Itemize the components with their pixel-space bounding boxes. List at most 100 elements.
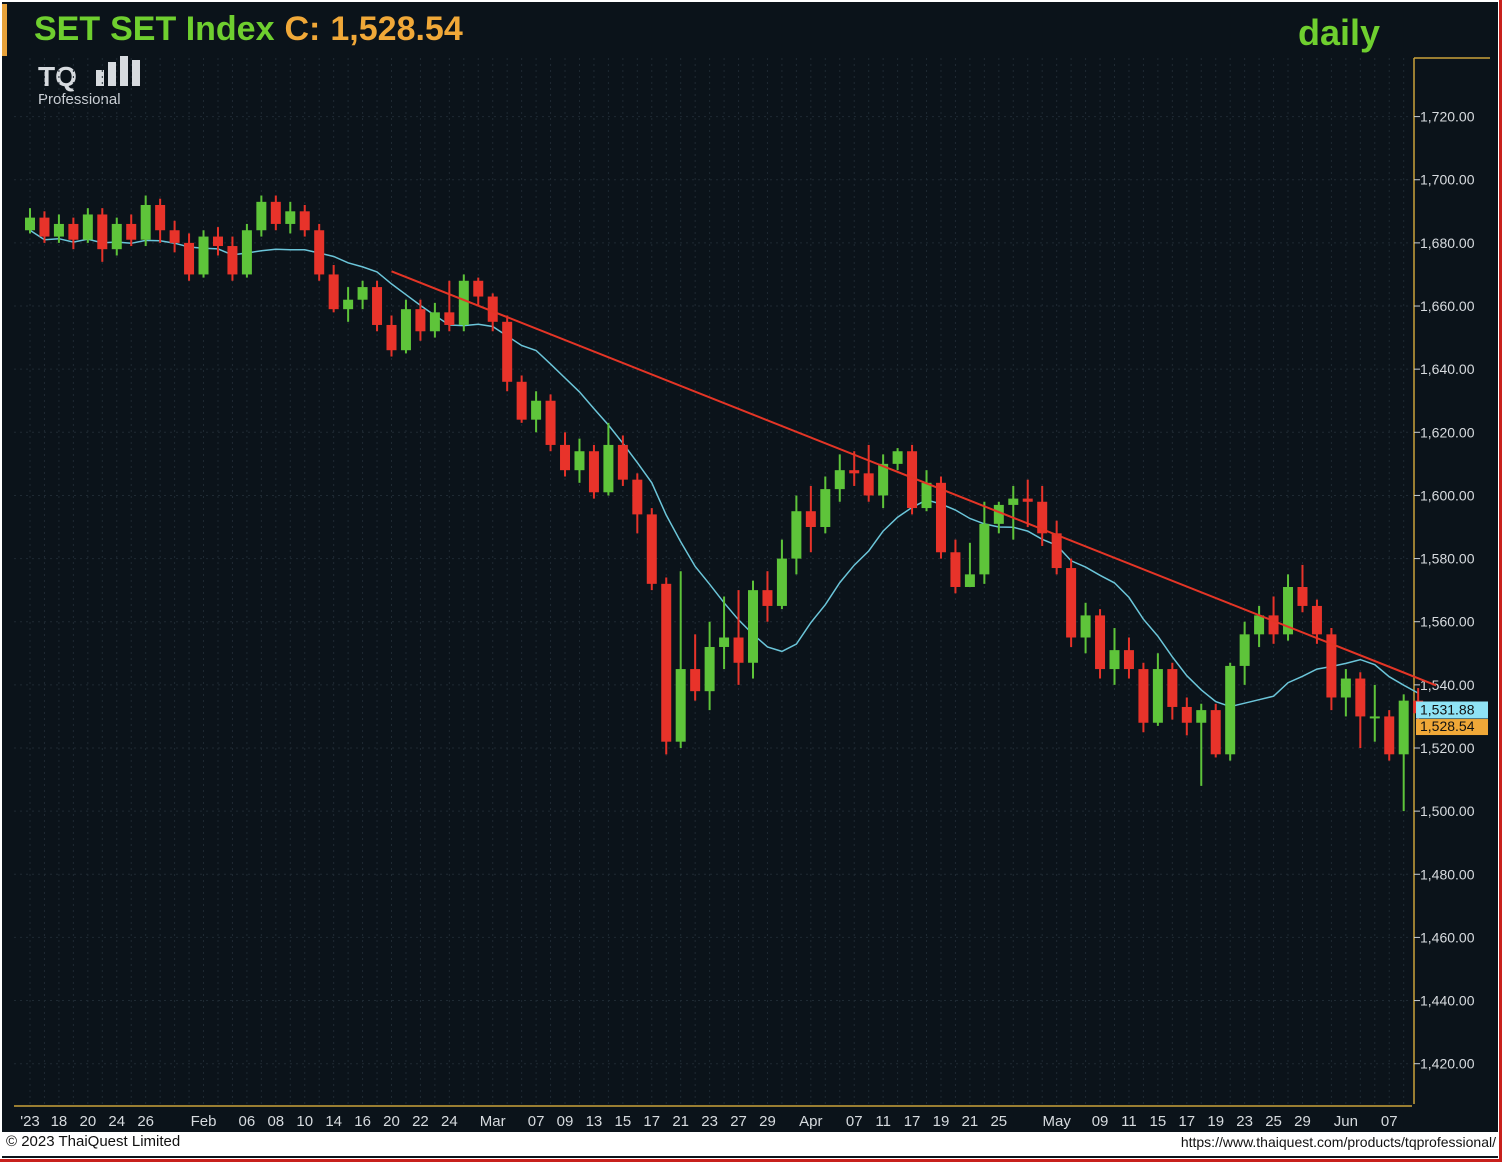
candle-body xyxy=(39,217,50,237)
x-tick-label: 15 xyxy=(615,1113,632,1130)
candle-body xyxy=(892,451,903,464)
candle-body xyxy=(935,482,946,553)
logo-bar xyxy=(120,56,128,86)
candle-body xyxy=(126,223,137,240)
candle-body xyxy=(184,242,195,275)
candle-body xyxy=(400,309,411,351)
candle-body xyxy=(53,223,64,237)
x-tick-label: Jun xyxy=(1334,1113,1358,1130)
candle-body xyxy=(357,287,368,300)
candle-body xyxy=(82,214,93,240)
last-close-tag xyxy=(1416,719,1488,736)
candle-body xyxy=(690,669,701,692)
x-tick-label: 08 xyxy=(267,1113,284,1130)
logo-bar xyxy=(108,62,116,86)
candle-body xyxy=(574,451,585,471)
candle-body xyxy=(68,223,79,240)
x-tick-label: 23 xyxy=(1236,1113,1253,1130)
x-tick-label: 29 xyxy=(759,1113,776,1130)
candle-body xyxy=(299,211,310,231)
candle-body xyxy=(314,230,325,275)
x-tick-label: 18 xyxy=(51,1113,68,1130)
y-tick-label: 1,620.00 xyxy=(1420,424,1475,440)
x-tick-label: '23 xyxy=(20,1113,40,1130)
candle-body xyxy=(343,299,354,310)
x-tick-label: 09 xyxy=(1092,1113,1109,1130)
y-tick-label: 1,480.00 xyxy=(1420,866,1475,882)
candle-body xyxy=(1311,605,1322,635)
candle-body xyxy=(921,482,932,509)
ma-value-tag xyxy=(1416,701,1488,719)
x-tick-label: 21 xyxy=(672,1113,689,1130)
x-tick-label: 13 xyxy=(586,1113,603,1130)
x-tick-label: 24 xyxy=(108,1113,125,1130)
candle-body xyxy=(25,217,35,231)
x-tick-label: Apr xyxy=(799,1113,822,1130)
x-tick-label: 21 xyxy=(962,1113,979,1130)
candle-body xyxy=(1326,634,1337,698)
candle-body xyxy=(285,211,296,224)
candle-body xyxy=(1210,710,1221,755)
candle-body xyxy=(675,669,686,742)
candle-body xyxy=(256,201,267,231)
footer-url[interactable]: https://www.thaiquest.com/products/tqpro… xyxy=(1180,1134,1496,1150)
candle-body xyxy=(993,504,1004,524)
candle-body xyxy=(820,489,831,528)
candle-body xyxy=(386,324,397,351)
candle-body xyxy=(155,204,166,231)
y-tick-label: 1,600.00 xyxy=(1420,487,1475,503)
candle-body xyxy=(429,312,440,332)
candle-body xyxy=(1225,665,1236,755)
y-tick-label: 1,640.00 xyxy=(1420,361,1475,377)
candle-body xyxy=(950,552,961,587)
close-value: 1,528.54 xyxy=(330,10,463,48)
candle-body xyxy=(415,309,426,332)
candle-body xyxy=(776,558,787,606)
candle-body xyxy=(1268,615,1279,635)
candle-body xyxy=(719,637,730,647)
x-tick-label: Mar xyxy=(480,1113,506,1130)
x-tick-label: 26 xyxy=(137,1113,154,1130)
candle-body xyxy=(646,514,657,584)
x-tick-label: 11 xyxy=(1121,1113,1137,1130)
candle-body xyxy=(328,274,339,310)
y-tick-label: 1,700.00 xyxy=(1420,172,1475,188)
x-tick-label: 20 xyxy=(383,1113,400,1130)
candle-body xyxy=(1037,501,1048,534)
x-tick-label: 24 xyxy=(441,1113,458,1130)
symbol-label: SET xyxy=(34,10,101,48)
x-tick-label: 15 xyxy=(1150,1113,1167,1130)
candle-body xyxy=(805,511,816,528)
candle-body xyxy=(588,451,599,493)
candle-body xyxy=(1297,586,1308,606)
candle-body xyxy=(227,246,238,275)
last-close-tag-label: 1,528.54 xyxy=(1420,718,1475,734)
candle-body xyxy=(212,236,223,247)
y-tick-label: 1,680.00 xyxy=(1420,235,1475,251)
x-tick-label: 25 xyxy=(990,1113,1007,1130)
candle-body xyxy=(1123,650,1134,670)
x-tick-label: 25 xyxy=(1265,1113,1282,1130)
candle-body xyxy=(1095,615,1106,670)
candle-body xyxy=(545,400,556,445)
candle-body xyxy=(632,479,643,515)
periodicity-label[interactable]: daily xyxy=(1298,12,1381,53)
x-tick-label: 16 xyxy=(354,1113,371,1130)
candle-body xyxy=(1398,700,1409,755)
candle-body xyxy=(1109,650,1120,670)
x-tick-label: 17 xyxy=(904,1113,921,1130)
x-tick-label: 09 xyxy=(557,1113,574,1130)
candle-body xyxy=(603,444,614,493)
trend-line xyxy=(391,270,1437,687)
x-tick-label: 20 xyxy=(79,1113,96,1130)
candle-body xyxy=(560,444,571,471)
candle-body xyxy=(270,201,281,224)
candle-body xyxy=(1355,678,1366,717)
candle-body xyxy=(1167,669,1178,707)
candle-body xyxy=(473,280,484,297)
candle-body xyxy=(1051,533,1062,569)
chart-title: SET SET Index C: 1,528.54 xyxy=(34,10,473,60)
x-tick-label: 07 xyxy=(528,1113,545,1130)
x-tick-label: 22 xyxy=(412,1113,429,1130)
